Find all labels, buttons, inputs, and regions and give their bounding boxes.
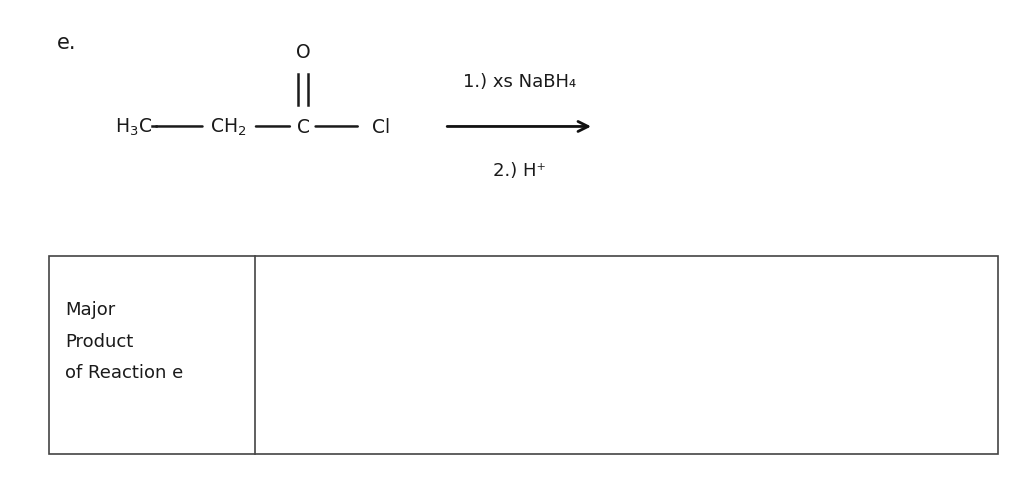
Text: H$_3$C: H$_3$C xyxy=(115,117,152,138)
Text: CH$_2$: CH$_2$ xyxy=(210,117,247,138)
Text: of Reaction e: of Reaction e xyxy=(65,363,183,381)
Text: e.: e. xyxy=(57,33,76,53)
Text: Product: Product xyxy=(65,332,133,350)
Bar xyxy=(49,257,998,454)
Text: C: C xyxy=(297,118,309,137)
Text: O: O xyxy=(296,43,310,62)
Text: Cl: Cl xyxy=(372,118,391,137)
Text: Major: Major xyxy=(65,300,115,319)
Text: 2.) H⁺: 2.) H⁺ xyxy=(492,161,546,180)
Text: 1.) xs NaBH₄: 1.) xs NaBH₄ xyxy=(463,72,576,91)
